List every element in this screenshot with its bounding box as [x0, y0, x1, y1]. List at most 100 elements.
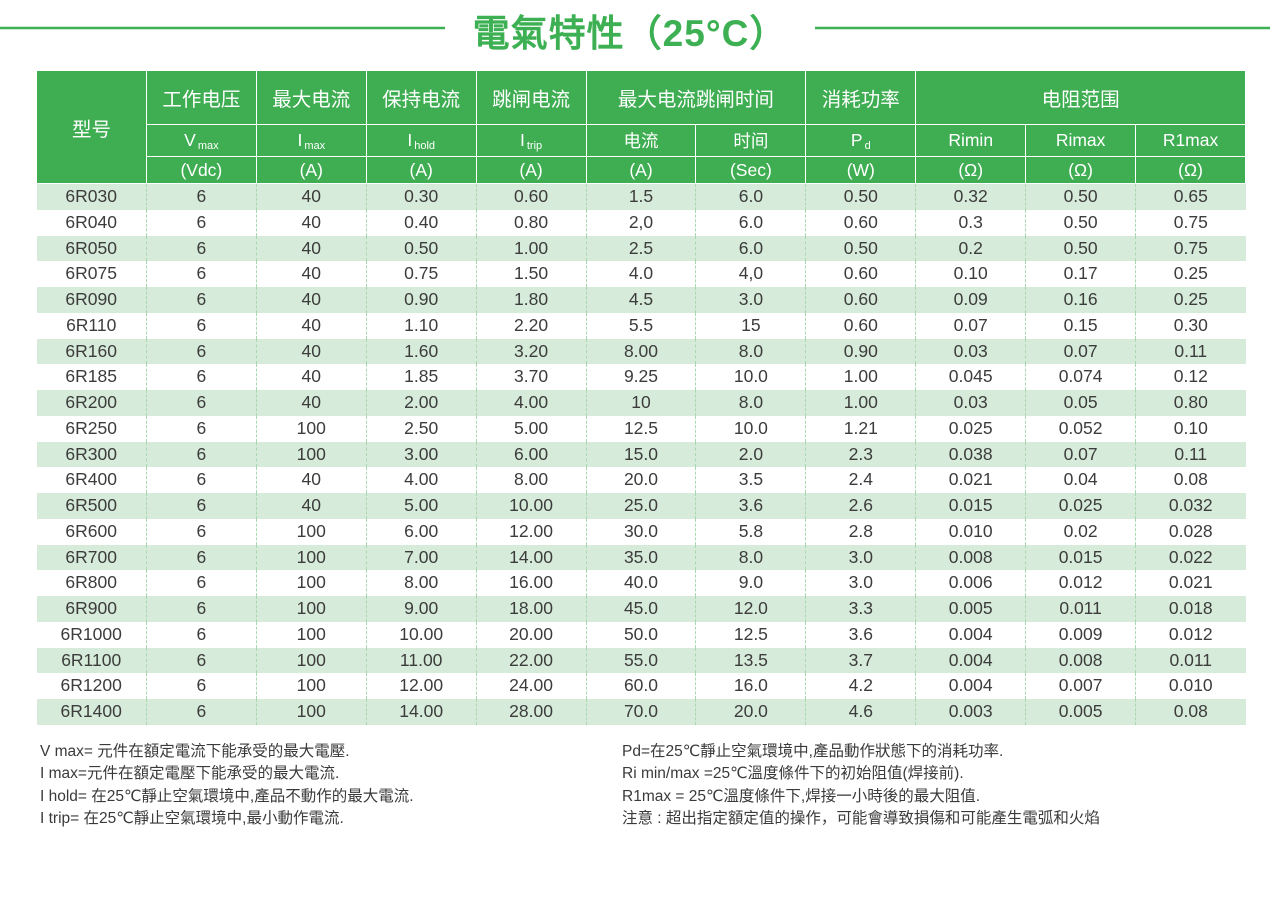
- column-header-resistance-range: 电阻范围: [915, 70, 1246, 125]
- model-cell: 6R040: [36, 209, 147, 236]
- value-cell: 40.0: [585, 570, 696, 596]
- value-cell: 15: [695, 312, 806, 339]
- model-cell: 6R900: [36, 596, 147, 622]
- value-cell: 28.00: [475, 699, 587, 725]
- footnote: 注意 : 超出指定額定值的操作，可能會導致損傷和可能產生電弧和火焰: [622, 810, 1100, 828]
- value-cell: 6: [145, 441, 257, 468]
- value-cell: 100: [255, 415, 367, 442]
- value-cell: 35.0: [585, 544, 696, 571]
- value-cell: 4.0: [585, 261, 696, 287]
- value-cell: 6: [145, 467, 257, 493]
- value-cell: 0.17: [1025, 261, 1136, 287]
- table-row: 6R160 6 40 1.60 3.20 8.00 8.0 0.90 0.03 0.07 0.11: [36, 338, 1246, 365]
- value-cell: 0.2: [915, 235, 1026, 262]
- value-cell: 10.00: [365, 621, 477, 648]
- column-header-max-trip-time: 最大电流跳闸时间: [585, 70, 807, 125]
- value-cell: 0.25: [1135, 261, 1246, 287]
- model-cell: 6R300: [36, 441, 147, 468]
- value-cell: 0.004: [915, 647, 1026, 674]
- column-symbol: R1max: [1135, 124, 1246, 157]
- value-cell: 0.30: [365, 183, 477, 210]
- value-cell: 5.5: [585, 312, 696, 339]
- value-cell: 8.0: [695, 390, 806, 416]
- table-row: 6R250 6 100 2.50 5.00 12.5 10.0 1.21 0.025 0.052 0…: [36, 415, 1246, 442]
- value-cell: 0.75: [365, 261, 477, 287]
- model-cell: 6R250: [36, 415, 147, 442]
- value-cell: 0.03: [915, 390, 1026, 416]
- value-cell: 0.12: [1135, 364, 1246, 390]
- value-cell: 40: [255, 338, 367, 365]
- header-group-row: 型号 工作电压 最大电流 保持电流 跳闸电流 最大电流跳闸时间 消耗功率 电阻范…: [36, 70, 1246, 184]
- value-cell: 20.00: [475, 621, 587, 648]
- value-cell: 0.16: [1025, 287, 1136, 313]
- value-cell: 0.30: [1135, 312, 1246, 339]
- table-row: 6R800 6 100 8.00 16.00 40.0 9.0 3.0 0.006 0.012 0.…: [36, 570, 1246, 596]
- value-cell: 3.5: [695, 467, 806, 493]
- value-cell: 6.0: [695, 235, 806, 262]
- value-cell: 0.05: [1025, 390, 1136, 416]
- value-cell: 0.90: [805, 338, 916, 365]
- footnote: Ri min/max =25℃溫度條件下的初始阻值(焊接前).: [622, 765, 964, 783]
- column-unit: (A): [255, 156, 367, 184]
- value-cell: 0.025: [915, 415, 1026, 442]
- value-cell: 11.00: [365, 647, 477, 674]
- table-row: 6R1100 6 100 11.00 22.00 55.0 13.5 3.7 0.004 0.00…: [36, 647, 1246, 674]
- value-cell: 0.60: [805, 287, 916, 313]
- value-cell: 40: [255, 364, 367, 390]
- value-cell: 0.028: [1135, 518, 1246, 545]
- value-cell: 14.00: [475, 544, 587, 571]
- column-header-trip-current: 跳闸电流: [475, 70, 587, 125]
- model-cell: 6R700: [36, 544, 147, 571]
- page-title: 電氣特性（25°C）: [472, 12, 788, 54]
- value-cell: 0.007: [1025, 673, 1136, 699]
- value-cell: 1.10: [365, 312, 477, 339]
- model-cell: 6R1400: [36, 699, 147, 725]
- value-cell: 0.038: [915, 441, 1026, 468]
- value-cell: 10.0: [695, 415, 806, 442]
- value-cell: 3.7: [805, 647, 916, 674]
- value-cell: 0.012: [1135, 621, 1246, 648]
- column-unit: (Vdc): [145, 156, 257, 184]
- model-cell: 6R030: [36, 183, 147, 210]
- value-cell: 1.85: [365, 364, 477, 390]
- value-cell: 2.6: [805, 493, 916, 519]
- value-cell: 6: [145, 390, 257, 416]
- model-cell: 6R1100: [36, 647, 147, 674]
- value-cell: 1.5: [585, 183, 696, 210]
- value-cell: 15.0: [585, 441, 696, 468]
- value-cell: 22.00: [475, 647, 587, 674]
- value-cell: 2.8: [805, 518, 916, 545]
- table-row: 6R400 6 40 4.00 8.00 20.0 3.5 2.4 0.021 0.04 0.08: [36, 467, 1246, 493]
- value-cell: 6: [145, 544, 257, 571]
- value-cell: 100: [255, 621, 367, 648]
- model-cell: 6R500: [36, 493, 147, 519]
- value-cell: 0.025: [1025, 493, 1136, 519]
- value-cell: 20.0: [695, 699, 806, 725]
- value-cell: 0.008: [915, 544, 1026, 571]
- value-cell: 14.00: [365, 699, 477, 725]
- electrical-characteristics-table: 型号 工作电压 最大电流 保持电流 跳闸电流 最大电流跳闸时间 消耗功率 电阻范…: [36, 70, 1246, 725]
- value-cell: 0.009: [1025, 621, 1136, 648]
- value-cell: 0.60: [805, 312, 916, 339]
- model-cell: 6R110: [36, 312, 147, 339]
- column-header-model: 型号: [36, 70, 147, 184]
- value-cell: 40: [255, 390, 367, 416]
- value-cell: 30.0: [585, 518, 696, 545]
- value-cell: 12.00: [475, 518, 587, 545]
- value-cell: 100: [255, 647, 367, 674]
- value-cell: 4.00: [365, 467, 477, 493]
- value-cell: 100: [255, 518, 367, 545]
- column-header-hold-current: 保持电流: [365, 70, 477, 125]
- column-symbol: 电流: [585, 124, 697, 157]
- value-cell: 0.60: [475, 183, 587, 210]
- value-cell: 3.0: [805, 570, 916, 596]
- value-cell: 0.012: [1025, 570, 1136, 596]
- value-cell: 6: [145, 415, 257, 442]
- value-cell: 8.0: [695, 544, 806, 571]
- value-cell: 6: [145, 338, 257, 365]
- value-cell: 3.0: [695, 287, 806, 313]
- value-cell: 0.15: [1025, 312, 1136, 339]
- footnote: I max=元件在額定電壓下能承受的最大電流.: [40, 765, 340, 783]
